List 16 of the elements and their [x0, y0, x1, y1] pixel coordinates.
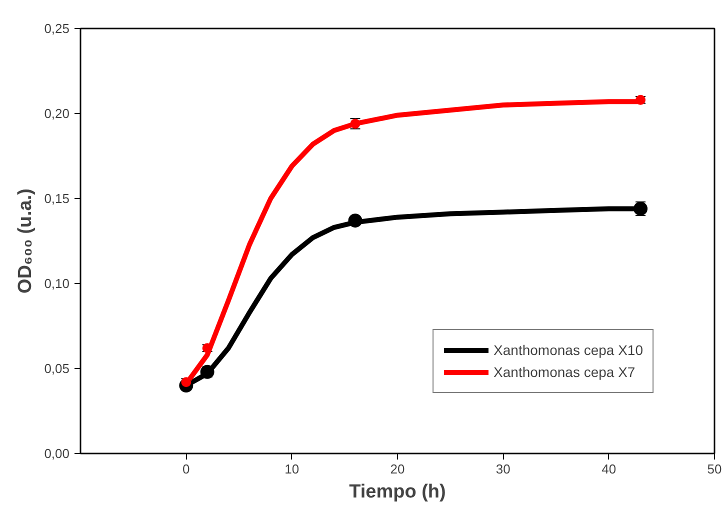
x-tick-label: 10: [284, 462, 300, 476]
legend-label: Xanthomonas cepa X7: [494, 364, 636, 380]
x-tick-label: 50: [707, 462, 722, 476]
y-tick-label: 0,10: [44, 276, 70, 291]
x-tick-label: 40: [602, 462, 616, 476]
y-tick-label: 0,00: [44, 446, 70, 461]
legend-label: Xanthomonas cepa X10: [494, 342, 643, 358]
y-axis-title: OD₆₀₀ (u.a.): [15, 188, 36, 294]
y-tick-label: 0,20: [44, 106, 70, 121]
x-tick-label: 20: [390, 462, 405, 476]
y-tick-label: 0,05: [44, 361, 70, 376]
y-tick-label: 0,15: [44, 191, 70, 206]
y-tick-label: 0,25: [44, 21, 70, 36]
x-tick-label: 0: [182, 462, 190, 476]
x-axis-title: Tiempo (h): [349, 482, 446, 502]
x-tick-label: 30: [496, 462, 510, 476]
